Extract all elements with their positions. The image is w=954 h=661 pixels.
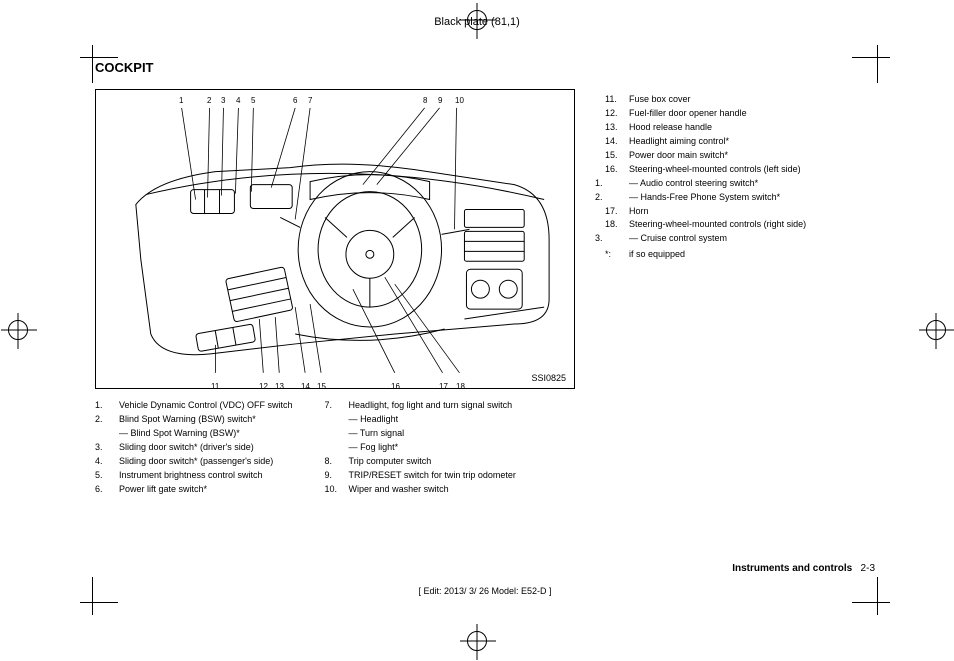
note-text: if so equipped	[629, 248, 685, 262]
crop-target-left	[8, 320, 28, 340]
crop-target-right	[926, 320, 946, 340]
legend-item: 14.Headlight aiming control*	[605, 135, 806, 149]
corner-mark-tl	[80, 45, 118, 83]
legend-mid: 7.Headlight, fog light and turn signal s…	[325, 399, 516, 497]
figure-id: SSI0825	[531, 373, 566, 383]
plate-label: Black plate (81,1)	[0, 16, 954, 28]
callout-number: 10	[455, 96, 464, 105]
cockpit-diagram: 12345678910 1112131415161718 SSI0825	[95, 89, 575, 389]
callout-number: 14	[301, 382, 310, 391]
legend-item: 4.Sliding door switch* (passenger's side…	[95, 455, 293, 469]
callout-number: 11	[211, 382, 219, 391]
legend-item: 10.Wiper and washer switch	[325, 483, 516, 497]
legend-item: 9.TRIP/RESET switch for twin trip odomet…	[325, 469, 516, 483]
callout-number: 12	[259, 382, 268, 391]
page-area: COCKPIT	[95, 60, 875, 600]
callout-number: 1	[179, 96, 183, 105]
corner-mark-tr	[852, 45, 890, 83]
callout-number: 15	[317, 382, 326, 391]
legend-right-column: 11.Fuse box cover12.Fuel-filler door ope…	[605, 89, 806, 497]
condition-label: Condition:	[95, 587, 131, 596]
legend-item: 15.Power door main switch*	[605, 149, 806, 163]
equipped-note: *: if so equipped	[605, 248, 806, 262]
legend-item: 13.Hood release handle	[605, 121, 806, 135]
content-row: 12345678910 1112131415161718 SSI0825 1.V…	[95, 89, 875, 497]
callout-number: 5	[251, 96, 255, 105]
legend-item: 8.Trip computer switch	[325, 455, 516, 469]
legend-item: 1.Vehicle Dynamic Control (VDC) OFF swit…	[95, 399, 293, 413]
legend-subitem: Audio control steering switch*	[605, 177, 806, 191]
footer-page: 2-3	[861, 563, 875, 574]
legend-item: 11.Fuse box cover	[605, 93, 806, 107]
section-footer: Instruments and controls 2-3	[732, 563, 875, 574]
legend-item: 3.Sliding door switch* (driver's side)	[95, 441, 293, 455]
legend-item: 16.Steering-wheel-mounted controls (left…	[605, 163, 806, 177]
legend-item: 2.Blind Spot Warning (BSW) switch*	[95, 413, 293, 427]
corner-mark-br	[852, 577, 890, 615]
legend-item: 5.Instrument brightness control switch	[95, 469, 293, 483]
legend-subitem: Blind Spot Warning (BSW)*	[95, 427, 293, 441]
legend-subitem: Hands-Free Phone System switch*	[605, 191, 806, 205]
legend-item: 17.Horn	[605, 205, 806, 219]
legend-right: 11.Fuse box cover12.Fuel-filler door ope…	[605, 93, 806, 246]
legend-subitem: Turn signal	[325, 427, 516, 441]
callout-number: 9	[438, 96, 442, 105]
legend-item: 6.Power lift gate switch*	[95, 483, 293, 497]
crop-target-bottom	[467, 631, 487, 651]
edit-line: [ Edit: 2013/ 3/ 26 Model: E52-D ]	[95, 586, 875, 596]
callout-number: 18	[456, 382, 465, 391]
legend-left: 1.Vehicle Dynamic Control (VDC) OFF swit…	[95, 399, 293, 497]
callout-number: 13	[275, 382, 284, 391]
legend-item: 12.Fuel-filler door opener handle	[605, 107, 806, 121]
legend-item: 18.Steering-wheel-mounted controls (righ…	[605, 218, 806, 232]
callout-number: 2	[207, 96, 211, 105]
section-heading: COCKPIT	[95, 60, 875, 75]
footer-section: Instruments and controls	[732, 563, 852, 574]
legend-columns: 1.Vehicle Dynamic Control (VDC) OFF swit…	[95, 399, 575, 497]
callout-number: 3	[221, 96, 225, 105]
corner-mark-bl	[80, 577, 118, 615]
callout-number: 8	[423, 96, 427, 105]
legend-subitem: Headlight	[325, 413, 516, 427]
legend-subitem: Cruise control system	[605, 232, 806, 246]
figure-column: 12345678910 1112131415161718 SSI0825 1.V…	[95, 89, 575, 497]
cockpit-svg	[96, 90, 574, 389]
callout-number: 7	[308, 96, 312, 105]
callout-number: 4	[236, 96, 240, 105]
callout-number: 17	[439, 382, 448, 391]
callout-number: 16	[391, 382, 400, 391]
legend-subitem: Fog light*	[325, 441, 516, 455]
note-mark: *:	[605, 248, 629, 262]
legend-item: 7.Headlight, fog light and turn signal s…	[325, 399, 516, 413]
callout-number: 6	[293, 96, 297, 105]
